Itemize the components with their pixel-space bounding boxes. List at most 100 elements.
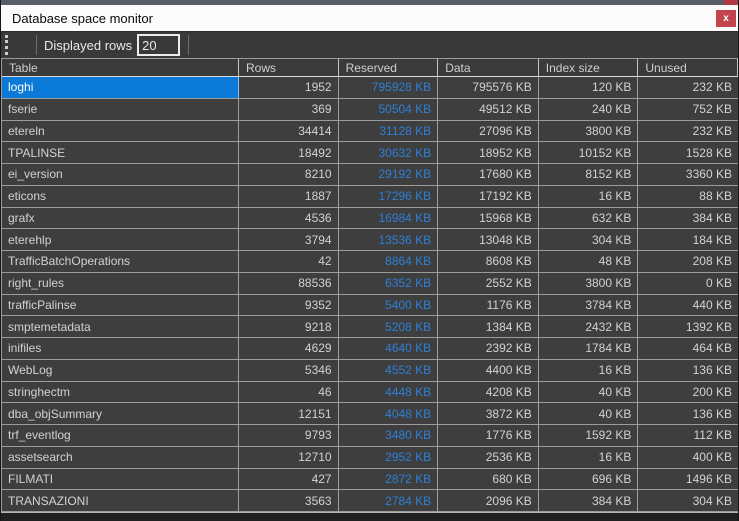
cell-data[interactable]: 2096 KB <box>438 490 539 511</box>
table-row[interactable]: trafficPalinse 9352 5400 KB 1176 KB 3784 KB 4… <box>2 294 738 317</box>
column-header-rows[interactable]: Rows <box>239 59 339 76</box>
cell-reserved[interactable]: 2872 KB <box>339 468 439 490</box>
displayed-rows-input[interactable] <box>137 34 181 56</box>
cell-unused[interactable]: 400 KB <box>692 450 732 465</box>
cell-rows[interactable]: 1952 <box>239 77 339 98</box>
cell-table[interactable]: trafficPalinse <box>2 294 239 316</box>
table-row[interactable]: inifiles 4629 4640 KB 2392 KB 1784 KB 464 KB <box>2 338 738 360</box>
table-row[interactable]: loghi 1952 795928 KB 795576 KB 120 KB 232 KB <box>2 77 738 99</box>
cell-reserved[interactable]: 4552 KB <box>339 359 439 381</box>
cell-data[interactable]: 795576 KB <box>438 77 539 98</box>
cell-reserved[interactable]: 13536 KB <box>339 229 439 250</box>
cell-reserved[interactable]: 5400 KB <box>339 294 439 316</box>
cell-data[interactable]: 2536 KB <box>438 446 539 468</box>
cell-rows[interactable]: 3563 <box>239 490 339 511</box>
cell-unused[interactable]: 384 KB <box>692 210 732 225</box>
cell-unused[interactable]: 232 KB <box>692 123 732 138</box>
cell-rows[interactable]: 4629 <box>239 338 339 359</box>
cell-unused[interactable]: 752 KB <box>692 102 732 117</box>
table-row[interactable]: TrafficBatchOperations 42 8864 KB 8608 KB 48… <box>2 251 738 273</box>
cell-unused[interactable]: 232 KB <box>692 80 732 95</box>
column-header-table[interactable]: Table <box>2 59 239 76</box>
cell-unused[interactable]: 200 KB <box>692 384 732 399</box>
cell-data[interactable]: 4208 KB <box>438 381 539 403</box>
table-row[interactable]: assetsearch 12710 2952 KB 2536 KB 16 KB 400 K… <box>2 446 738 469</box>
cell-table[interactable]: eticons <box>2 185 239 207</box>
cell-unused[interactable]: 1496 KB <box>685 471 732 486</box>
cell-table[interactable]: TrafficBatchOperations <box>2 251 239 272</box>
cell-rows[interactable]: 427 <box>239 468 339 490</box>
toolbar-grip-icon[interactable] <box>5 35 8 55</box>
titlebar[interactable]: Database space monitor x <box>1 5 738 31</box>
cell-index-size[interactable]: 8152 KB <box>539 164 639 185</box>
table-row[interactable]: fserie 369 50504 KB 49512 KB 240 KB 752 KB <box>2 98 738 121</box>
cell-data[interactable]: 2392 KB <box>438 338 539 359</box>
cell-unused[interactable]: 1392 KB <box>685 319 732 334</box>
cell-data[interactable]: 8608 KB <box>438 251 539 272</box>
cell-unused[interactable]: 208 KB <box>692 254 732 269</box>
cell-reserved[interactable]: 6352 KB <box>339 272 439 294</box>
cell-reserved[interactable]: 4448 KB <box>339 381 439 403</box>
cell-index-size[interactable]: 48 KB <box>539 251 639 272</box>
cell-reserved[interactable]: 795928 KB <box>339 77 439 98</box>
cell-rows[interactable]: 12151 <box>239 403 339 424</box>
cell-index-size[interactable]: 3800 KB <box>539 120 639 142</box>
cell-table[interactable]: WebLog <box>2 359 239 381</box>
cell-rows[interactable]: 12710 <box>239 446 339 468</box>
cell-index-size[interactable]: 632 KB <box>539 207 639 229</box>
cell-unused[interactable]: 88 KB <box>699 189 732 204</box>
cell-data[interactable]: 13048 KB <box>438 229 539 250</box>
cell-rows[interactable]: 5346 <box>239 359 339 381</box>
cell-table[interactable]: trf_eventlog <box>2 425 239 446</box>
cell-reserved[interactable]: 5208 KB <box>339 316 439 337</box>
cell-index-size[interactable]: 1592 KB <box>539 425 639 446</box>
table-row[interactable]: TRANSAZIONI 3563 2784 KB 2096 KB 384 KB 304 K… <box>2 490 738 512</box>
cell-data[interactable]: 17192 KB <box>438 185 539 207</box>
cell-index-size[interactable]: 16 KB <box>539 359 639 381</box>
table-row[interactable]: grafx 4536 16984 KB 15968 KB 632 KB 384 KB <box>2 207 738 230</box>
table-row[interactable]: dba_objSummary 12151 4048 KB 3872 KB 40 KB 13… <box>2 403 738 425</box>
cell-table[interactable]: etereln <box>2 120 239 142</box>
cell-index-size[interactable]: 40 KB <box>539 381 639 403</box>
table-row[interactable]: FILMATI 427 2872 KB 680 KB 696 KB 1496 KB <box>2 468 738 491</box>
cell-index-size[interactable]: 384 KB <box>539 490 639 511</box>
column-header-unused[interactable]: Unused <box>638 59 738 76</box>
table-row[interactable]: etereln 34414 31128 KB 27096 KB 3800 KB 232 K… <box>2 120 738 143</box>
column-header-reserved[interactable]: Reserved <box>339 59 439 76</box>
cell-table[interactable]: stringhectm <box>2 381 239 403</box>
column-header-index-size[interactable]: Index size <box>539 59 639 76</box>
cell-data[interactable]: 1384 KB <box>438 316 539 337</box>
cell-rows[interactable]: 42 <box>239 251 339 272</box>
cell-reserved[interactable]: 2784 KB <box>339 490 439 511</box>
cell-table[interactable]: TPALINSE <box>2 142 239 163</box>
cell-data[interactable]: 1176 KB <box>438 294 539 316</box>
cell-index-size[interactable]: 10152 KB <box>539 142 639 163</box>
cell-table[interactable]: ei_version <box>2 164 239 185</box>
cell-rows[interactable]: 34414 <box>239 120 339 142</box>
cell-index-size[interactable]: 16 KB <box>539 185 639 207</box>
cell-unused[interactable]: 464 KB <box>692 341 732 356</box>
cell-reserved[interactable]: 3480 KB <box>339 425 439 446</box>
cell-index-size[interactable]: 3784 KB <box>539 294 639 316</box>
cell-data[interactable]: 27096 KB <box>438 120 539 142</box>
cell-unused[interactable]: 112 KB <box>693 428 732 443</box>
cell-index-size[interactable]: 120 KB <box>539 77 639 98</box>
table-row[interactable]: right_rules 88536 6352 KB 2552 KB 3800 KB 0 K… <box>2 272 738 295</box>
cell-reserved[interactable]: 50504 KB <box>339 98 439 120</box>
cell-data[interactable]: 4400 KB <box>438 359 539 381</box>
cell-index-size[interactable]: 696 KB <box>539 468 639 490</box>
cell-data[interactable]: 3872 KB <box>438 403 539 424</box>
close-button[interactable]: x <box>716 10 736 27</box>
cell-reserved[interactable]: 29192 KB <box>339 164 439 185</box>
cell-data[interactable]: 1776 KB <box>438 425 539 446</box>
cell-unused[interactable]: 184 KB <box>692 232 732 247</box>
cell-reserved[interactable]: 30632 KB <box>339 142 439 163</box>
cell-reserved[interactable]: 4048 KB <box>339 403 439 424</box>
cell-reserved[interactable]: 2952 KB <box>339 446 439 468</box>
table-row[interactable]: eterehlp 3794 13536 KB 13048 KB 304 KB 184 KB <box>2 229 738 251</box>
cell-table[interactable]: loghi <box>2 77 239 98</box>
cell-index-size[interactable]: 2432 KB <box>539 316 639 337</box>
cell-data[interactable]: 17680 KB <box>438 164 539 185</box>
cell-data[interactable]: 15968 KB <box>438 207 539 229</box>
cell-unused[interactable]: 304 KB <box>692 493 732 508</box>
